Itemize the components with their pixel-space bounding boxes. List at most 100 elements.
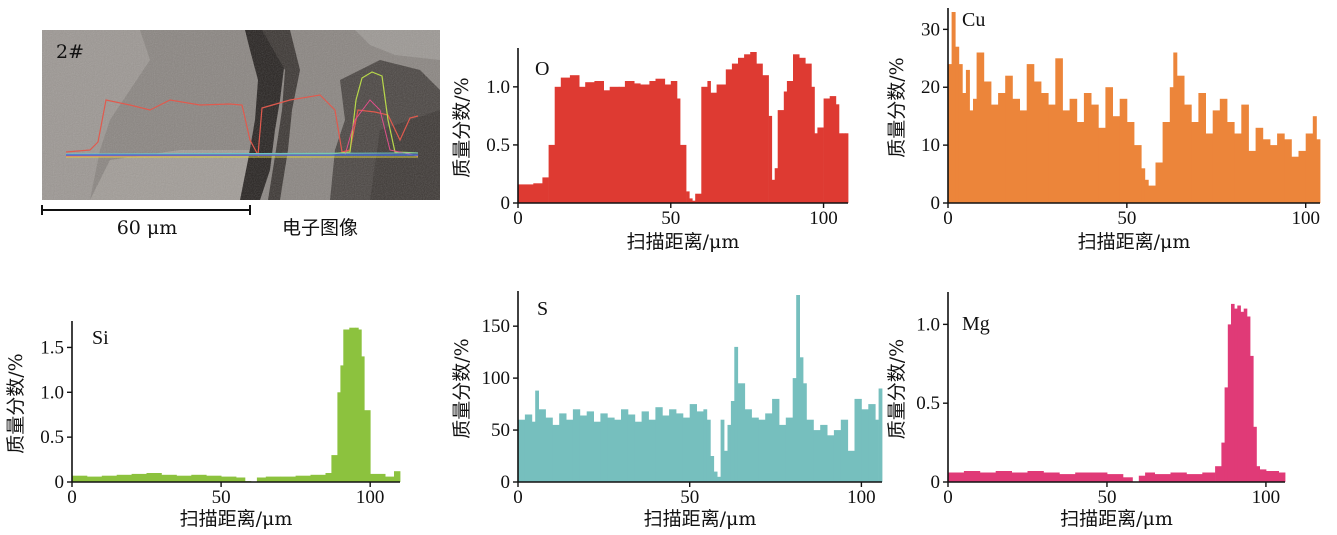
si-y-tick-label: 1.5 (40, 337, 64, 358)
mg-bar (1253, 426, 1257, 482)
mg-y-axis-title: 质量分数/% (886, 339, 908, 439)
mg-bar (1154, 474, 1171, 482)
o-y-tick-label: 1.0 (486, 77, 510, 98)
mg-bar (1237, 305, 1241, 482)
mg-x-tick-label: 100 (1252, 487, 1281, 508)
o-bar (640, 84, 650, 203)
si-bar (191, 474, 207, 482)
cu-bar (1076, 122, 1085, 203)
o-bar (603, 90, 611, 203)
o-bar (692, 200, 696, 203)
s-bar (593, 421, 601, 482)
cu-bar (1162, 122, 1171, 203)
s-bar (689, 404, 697, 482)
o-bar (762, 75, 769, 203)
chart-panel-o: 0 0.5 1.0 0 50 100 O 扫描距离/μm 质量分数/% (451, 48, 849, 253)
mg-y-tick-label: 0.5 (916, 393, 940, 414)
s-bar (531, 421, 536, 482)
s-bar (552, 424, 560, 482)
cu-bar (962, 93, 967, 203)
o-bar (560, 77, 571, 203)
s-bar (538, 409, 546, 482)
s-bar (524, 414, 533, 482)
mg-bar (1243, 308, 1248, 482)
o-bar (585, 82, 595, 203)
si-bar (343, 329, 350, 482)
o-x-tick-label: 0 (513, 208, 523, 229)
cu-y-tick-label: 0 (931, 193, 941, 214)
cu-bar (1005, 75, 1013, 203)
cu-bar (1173, 52, 1178, 203)
o-bar (676, 98, 681, 203)
si-x-tick-label: 50 (212, 487, 231, 508)
cu-bar (1148, 185, 1156, 203)
cu-bar (1026, 64, 1035, 203)
s-x-tick-label: 50 (680, 487, 699, 508)
s-bar (779, 424, 787, 482)
s-bar (772, 398, 780, 482)
si-bar (265, 476, 282, 482)
cu-bar (1316, 139, 1321, 203)
mg-bar (1202, 472, 1216, 482)
cu-bar (948, 64, 952, 203)
cu-bar (1055, 58, 1063, 203)
o-bar (799, 57, 806, 203)
s-bar (820, 424, 828, 482)
si-y-tick-label: 1.0 (40, 382, 64, 403)
mg-bar (963, 471, 981, 482)
sample-label: 2# (56, 41, 84, 63)
o-bar (710, 92, 717, 203)
o-bar (569, 75, 580, 203)
si-bar (337, 392, 341, 482)
si-bar (256, 477, 267, 482)
si-bar (394, 471, 401, 482)
s-bar (792, 378, 797, 482)
s-x-axis-title: 扫描距离/μm (644, 508, 757, 530)
s-bar (717, 476, 721, 482)
o-bar (731, 63, 739, 203)
mg-x-axis-title: 扫描距离/μm (1060, 508, 1173, 530)
cu-bar (1262, 139, 1271, 203)
si-bar (358, 329, 362, 482)
mg-element-label: Mg (962, 313, 990, 335)
mg-bar (995, 471, 1012, 482)
o-bar (771, 179, 776, 203)
mg-bar (1145, 472, 1155, 482)
cu-bar (1144, 179, 1149, 203)
cu-y-tick-label: 10 (921, 135, 940, 156)
cu-bar (1169, 87, 1174, 203)
mg-bar (1138, 475, 1146, 482)
s-bar (559, 413, 567, 482)
o-bar (844, 133, 849, 203)
cu-bar (1105, 87, 1113, 203)
o-y-tick-label: 0.5 (486, 135, 510, 156)
si-bar (221, 476, 237, 482)
cu-bar (1277, 133, 1285, 203)
s-bar (669, 409, 677, 482)
cu-bar (1298, 150, 1307, 203)
mg-bar (1107, 474, 1124, 482)
s-bar (833, 430, 842, 482)
cu-bar (1091, 104, 1099, 203)
si-bar (101, 475, 118, 482)
cu-y-tick-label: 30 (921, 19, 940, 40)
cu-bar (1048, 104, 1056, 203)
o-bar (701, 86, 708, 203)
o-bar (823, 98, 831, 203)
s-bar (734, 346, 739, 482)
o-bar (579, 86, 586, 203)
mg-bar (1224, 387, 1229, 482)
mg-bar (1234, 308, 1238, 482)
o-bar (689, 198, 693, 203)
s-bar (648, 419, 656, 482)
s-y-tick-label: 50 (491, 420, 510, 441)
cu-bar (1155, 162, 1164, 203)
o-bar (670, 81, 678, 203)
chart-panel-cu: 0 10 20 30 0 50 100 Cu 扫描距离/μm 质量分数/% (886, 8, 1321, 253)
chart-panel-mg: 0 0.5 1.0 0 50 100 Mg 扫描距离/μm 质量分数/% (886, 292, 1286, 530)
mg-bar (948, 472, 965, 482)
cu-bar (1041, 93, 1049, 203)
s-bar (758, 419, 766, 482)
cu-y-axis-title: 质量分数/% (886, 57, 908, 157)
s-bar (827, 435, 835, 483)
